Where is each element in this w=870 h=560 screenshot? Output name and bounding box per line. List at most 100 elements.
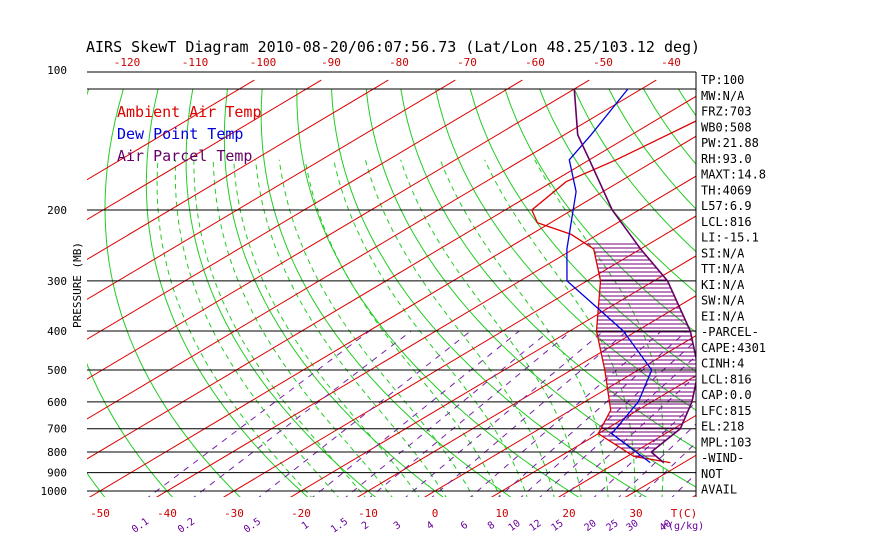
top-temp-tick-label: -80 — [389, 56, 409, 69]
temp-tick-label: 0 — [432, 507, 439, 520]
pressure-tick-label: 800 — [47, 446, 67, 459]
moist-adiabat — [278, 159, 474, 497]
index-value: EL:218 — [701, 420, 744, 434]
isotherm-line — [87, 79, 255, 181]
temp-tick-label: 10 — [495, 507, 508, 520]
index-value: MAXT:14.8 — [701, 168, 766, 182]
temp-tick-label: -40 — [157, 507, 177, 520]
mixing-ratio-tick-label: 12 — [527, 518, 543, 534]
isotherm-line — [356, 295, 696, 497]
index-value: WB0:508 — [701, 120, 752, 134]
parcel-temp-line — [573, 88, 696, 464]
x-axis-label: T(C) — [671, 507, 698, 520]
sounding-profiles — [531, 88, 696, 464]
mixing-ratio-tick-label: 1.5 — [329, 516, 350, 535]
top-temp-tick-label: -40 — [661, 56, 681, 69]
pressure-tick-label: 700 — [47, 423, 67, 436]
mixing-ratio-tick-label: 8 — [486, 520, 497, 532]
mixing-ratio-tick-label: 20 — [582, 518, 598, 534]
dry-adiabat — [539, 88, 696, 294]
dry-adiabat — [87, 472, 106, 497]
temp-tick-label: -30 — [224, 507, 244, 520]
dry-adiabat — [87, 88, 174, 497]
pressure-tick-label: 400 — [47, 325, 67, 338]
dry-adiabat — [782, 89, 870, 500]
dry-adiabat — [504, 88, 696, 333]
dry-adiabat — [331, 88, 648, 497]
legend: Ambient Air Temp Dew Point Temp Air Parcel… — [117, 103, 262, 165]
index-value: RH:93.0 — [701, 152, 752, 166]
legend-entry: Ambient Air Temp — [117, 103, 262, 121]
mixing-ratio-tick-label: 6 — [459, 520, 470, 532]
ambient-temp-line — [531, 120, 696, 464]
index-value: TT:N/A — [701, 262, 745, 276]
dry-adiabat — [643, 88, 696, 165]
index-value: MPL:103 — [701, 435, 752, 449]
isotherm-line — [87, 79, 590, 380]
mixing-ratio-line — [369, 330, 572, 497]
top-temp-tick-label: -70 — [457, 56, 477, 69]
pressure-tick-label: 1000 — [41, 485, 68, 498]
mixing-ratio-tick-label: 15 — [549, 518, 565, 534]
pressure-tick-label: 600 — [47, 396, 67, 409]
isotherm-line — [490, 374, 696, 497]
isotherm-line — [557, 414, 696, 497]
temp-tick-label: -50 — [90, 507, 110, 520]
index-value: MW:N/A — [701, 89, 745, 103]
legend-entry: Air Parcel Temp — [117, 147, 252, 165]
mixing-ratio-tick-label: 3 — [392, 520, 403, 532]
index-value: SW:N/A — [701, 294, 745, 308]
mixing-ratio-tick-label: 0.5 — [242, 516, 263, 535]
temp-tick-label: -10 — [358, 507, 378, 520]
top-temp-tick-label: -60 — [525, 56, 545, 69]
top-temp-tick-label: -110 — [182, 56, 209, 69]
index-value: LI:-15.1 — [701, 231, 759, 245]
mixing-ratio-line — [193, 330, 412, 497]
index-value: LFC:815 — [701, 404, 752, 418]
isotherm-line — [87, 79, 657, 420]
mixing-ratio-line — [312, 330, 520, 497]
index-value: -PARCEL- — [701, 325, 759, 339]
pressure-tick-label: 500 — [47, 364, 67, 377]
dry-adiabat — [296, 88, 580, 497]
isopleth-lines — [87, 79, 870, 500]
isotherm-line — [423, 335, 696, 497]
isotherm-line — [87, 79, 322, 221]
legend-entry: Dew Point Temp — [117, 125, 243, 143]
isotherm-line — [87, 79, 523, 340]
y-axis-label: PRESSURE (MB) — [71, 242, 84, 328]
top-temp-tick-label: -90 — [321, 56, 341, 69]
moist-adiabat — [439, 159, 609, 497]
mixing-ratio-unit-label: r(g/kg) — [662, 521, 704, 532]
index-value: LCL:816 — [701, 372, 752, 386]
index-value: SI:N/A — [701, 246, 745, 260]
isotherm-line — [88, 135, 696, 497]
moist-adiabat — [333, 159, 528, 497]
pressure-tick-label: 100 — [47, 64, 67, 77]
index-value: CINH:4 — [701, 357, 744, 371]
index-value: EI:N/A — [701, 309, 745, 323]
mixing-ratio-line — [147, 330, 370, 497]
dry-adiabat — [817, 89, 870, 500]
dry-adiabat — [104, 88, 241, 497]
mixing-ratio-line — [431, 330, 628, 497]
dew-point-line — [566, 88, 653, 464]
mixing-ratio-tick-label: 0.1 — [130, 516, 151, 535]
isotherm-line — [87, 95, 696, 460]
dry-adiabat — [260, 88, 512, 497]
isotherm-line — [289, 255, 696, 497]
index-value: L57:6.9 — [701, 199, 752, 213]
dry-adiabat — [748, 89, 870, 500]
dry-adiabat — [852, 89, 870, 500]
mixing-ratio-tick-label: 4 — [425, 520, 436, 532]
mixing-ratio-tick-label: 30 — [624, 518, 640, 534]
mixing-ratio-line — [345, 330, 550, 497]
index-value: NOT — [701, 467, 723, 481]
mixing-ratio-tick-label: 10 — [506, 518, 522, 534]
index-value: PW:21.88 — [701, 136, 759, 150]
dry-adiabat — [435, 88, 696, 411]
moist-adiabat — [233, 159, 420, 497]
moist-adiabat — [304, 159, 501, 497]
